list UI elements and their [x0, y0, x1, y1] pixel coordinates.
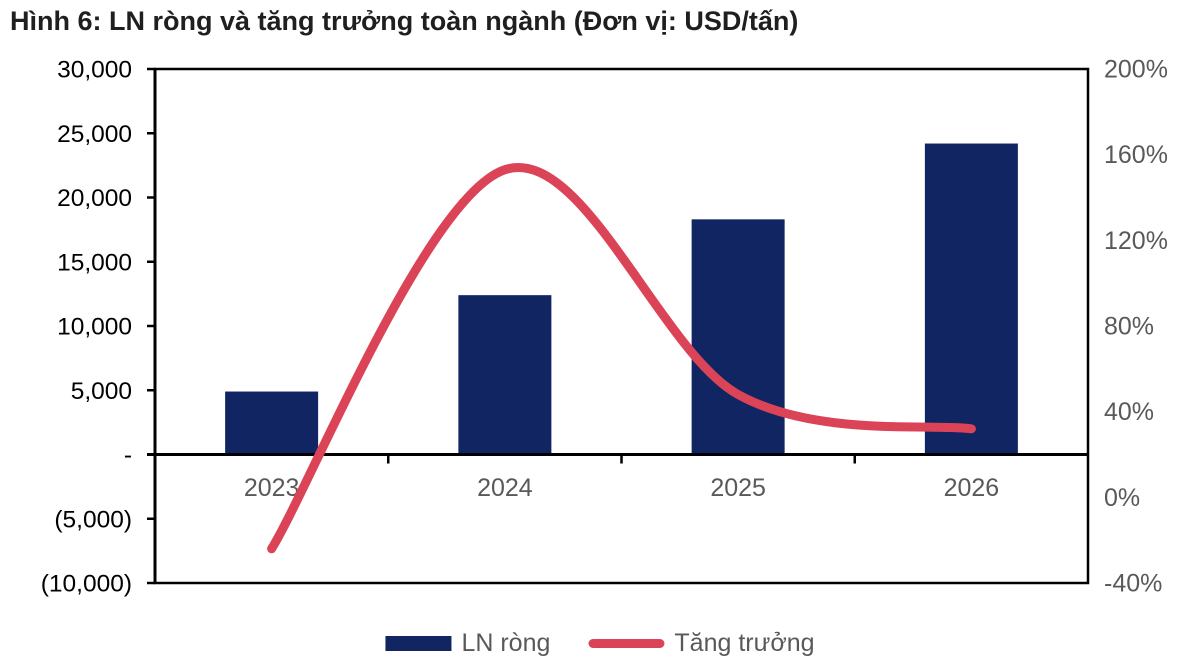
left-axis-tick-label: 15,000: [57, 249, 132, 276]
left-axis-tick-label: -: [124, 442, 132, 469]
bar-series-swatch-icon: [385, 636, 452, 651]
line-series-swatch-icon: [588, 639, 665, 648]
left-axis-tick-label: (5,000): [54, 506, 132, 533]
right-axis-tick-label: 80%: [1104, 313, 1154, 341]
right-axis-tick-label: 160%: [1104, 141, 1168, 169]
left-axis-tick-label: 5,000: [71, 378, 132, 405]
growth-line: [267, 163, 976, 554]
category-label-2026: 2026: [944, 474, 1000, 502]
right-axis-tick-label: 0%: [1104, 484, 1140, 512]
left-axis-tick-label: (10,000): [41, 571, 132, 598]
bar-2023: [225, 391, 319, 455]
right-axis-tick-label: 200%: [1104, 56, 1168, 84]
chart-title: Hình 6: LN ròng và tăng trưởng toàn ngàn…: [10, 6, 799, 36]
left-axis-tick-label: 25,000: [57, 121, 132, 148]
category-label-2025: 2025: [710, 474, 766, 502]
bar-2025: [691, 219, 785, 455]
right-axis-tick-label: -40%: [1104, 570, 1162, 598]
left-axis-tick-label: 10,000: [57, 314, 132, 341]
bar-2026: [924, 143, 1018, 455]
legend-label-net-profit: LN ròng: [461, 629, 551, 657]
left-axis-tick-label: 20,000: [57, 185, 132, 212]
right-axis-tick-label: 40%: [1104, 398, 1154, 426]
right-axis-tick-label: 120%: [1104, 227, 1168, 255]
category-label-2023: 2023: [244, 474, 300, 502]
legend-item-growth: Tăng trưởng: [588, 629, 815, 658]
legend: LN ròng Tăng trưởng: [385, 629, 815, 658]
legend-item-net-profit: LN ròng: [385, 629, 550, 658]
bar-2024: [458, 295, 552, 455]
legend-label-growth: Tăng trưởng: [674, 629, 815, 657]
left-axis-tick-label: 30,000: [57, 57, 132, 84]
category-label-2024: 2024: [477, 474, 533, 502]
